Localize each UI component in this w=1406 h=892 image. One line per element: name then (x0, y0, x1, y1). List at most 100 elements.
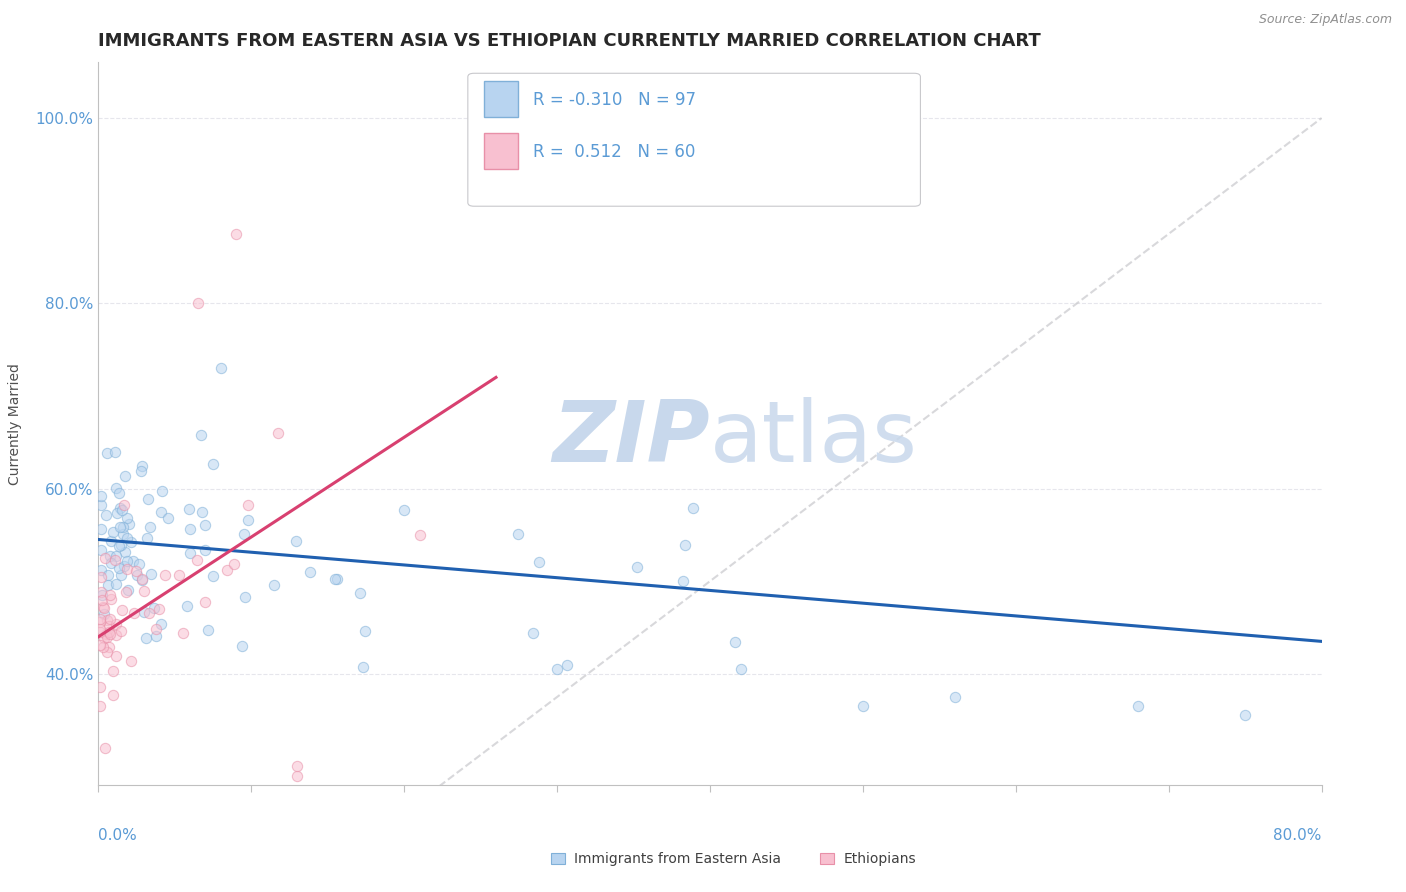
Point (194, 595, 217, 609)
Point (626, 560, 648, 574)
Point (136, 531, 159, 545)
Y-axis label: Currently Married: Currently Married (7, 363, 21, 484)
Point (299, 565, 322, 579)
Text: 0.0%: 0.0% (98, 829, 138, 843)
Point (96, 613, 118, 627)
Point (408, 528, 430, 542)
Point (285, 759, 308, 773)
Point (233, 590, 256, 604)
Point (101, 524, 124, 539)
Point (724, 635, 747, 649)
Point (114, 469, 136, 483)
Point (105, 549, 128, 563)
Point (354, 624, 377, 639)
Point (943, 690, 966, 704)
Point (136, 492, 159, 507)
FancyBboxPatch shape (551, 853, 565, 864)
Point (93, 601, 115, 615)
Point (89, 698, 111, 713)
Point (111, 602, 134, 616)
Point (90, 522, 112, 536)
FancyBboxPatch shape (484, 133, 517, 169)
Point (93, 607, 115, 621)
Point (89, 611, 111, 625)
Point (105, 648, 128, 663)
Point (285, 769, 308, 783)
Point (89, 623, 111, 637)
Point (135, 631, 157, 645)
Point (325, 572, 347, 586)
Point (97, 640, 120, 654)
Point (134, 583, 156, 598)
Point (90, 499, 112, 513)
Text: Ethiopians: Ethiopians (844, 852, 917, 865)
Point (527, 555, 550, 569)
Point (1234, 708, 1257, 723)
Point (89, 638, 111, 652)
FancyBboxPatch shape (484, 80, 517, 117)
Point (191, 505, 214, 519)
Point (557, 658, 579, 673)
Point (179, 546, 201, 560)
Point (98, 612, 121, 626)
Point (176, 599, 198, 613)
Point (90, 585, 112, 599)
Point (267, 425, 290, 440)
Point (112, 498, 135, 512)
Point (105, 616, 128, 631)
Text: R =  0.512   N = 60: R = 0.512 N = 60 (533, 143, 695, 161)
Point (128, 557, 150, 571)
Point (93, 632, 115, 646)
Point (120, 654, 142, 668)
Point (100, 534, 122, 549)
Point (263, 578, 285, 592)
Point (225, 227, 247, 241)
Point (98, 627, 121, 641)
Text: R = -0.310   N = 97: R = -0.310 N = 97 (533, 91, 696, 109)
Point (152, 483, 174, 498)
Point (90, 592, 112, 607)
Point (105, 577, 128, 591)
Point (131, 574, 153, 588)
Point (100, 592, 122, 607)
Point (682, 500, 704, 515)
Point (105, 507, 128, 521)
Point (132, 606, 155, 620)
Point (122, 606, 145, 620)
Point (222, 557, 245, 571)
Point (94, 740, 117, 755)
Point (138, 607, 160, 621)
Point (131, 459, 153, 474)
Point (169, 567, 191, 582)
Point (172, 626, 194, 640)
Point (89, 615, 111, 630)
Point (94, 627, 117, 641)
Point (94, 508, 117, 523)
Point (546, 662, 568, 676)
Point (110, 624, 132, 639)
Point (96, 446, 118, 460)
Point (91, 640, 114, 654)
Point (89, 625, 111, 640)
Point (139, 519, 162, 533)
Point (852, 699, 875, 714)
Point (202, 458, 225, 472)
Point (111, 527, 134, 541)
Point (193, 518, 215, 533)
Point (392, 503, 415, 517)
Point (125, 564, 148, 578)
Point (110, 568, 132, 582)
Point (110, 501, 132, 516)
Point (108, 520, 131, 534)
Point (98, 619, 121, 633)
Point (104, 628, 127, 642)
Point (112, 558, 135, 573)
Point (96, 630, 118, 644)
Point (90, 563, 112, 577)
Point (153, 567, 176, 582)
Point (100, 588, 122, 602)
Point (115, 554, 138, 568)
Point (187, 296, 209, 310)
Point (323, 572, 346, 586)
Text: Source: ZipAtlas.com: Source: ZipAtlas.com (1258, 13, 1392, 27)
